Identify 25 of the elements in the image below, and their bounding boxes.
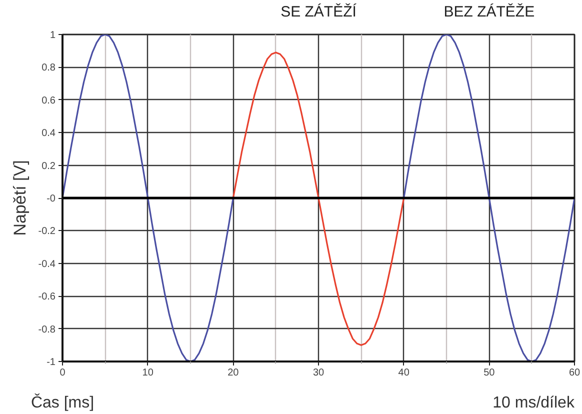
x-tick-label: 40 — [398, 368, 410, 378]
y-tick-label: -0 — [46, 194, 56, 204]
x-axis-title: Čas [ms] — [30, 394, 94, 412]
series-label: BEZ ZÁTĚŽE — [444, 2, 535, 20]
text: SE ZÁTĚŽÍ — [280, 2, 358, 20]
x-tick-label: 20 — [228, 368, 240, 378]
y-axis-title: Napětí [V] — [10, 160, 30, 236]
y-tick-label: 1 — [50, 30, 56, 41]
y-tick-label: 0.6 — [42, 95, 56, 106]
x-tick-label: 50 — [484, 368, 496, 378]
y-tick-label: 0.8 — [42, 62, 56, 74]
y-tick-label: 0.2 — [42, 160, 56, 172]
y-tick-label: -0.6 — [38, 292, 56, 303]
y-tick-label: -1 — [46, 357, 56, 368]
y-tick-label: 0.4 — [42, 128, 56, 140]
x-tick-label: 60 — [568, 368, 580, 378]
y-tick-label: -0.2 — [38, 226, 56, 238]
text: 10 ms/dílek — [492, 394, 576, 412]
y-tick-label: -0.8 — [38, 324, 56, 336]
x-tick-label: 30 — [312, 368, 324, 378]
y-tick-label: -0.4 — [38, 258, 56, 270]
line-series — [232, 52, 405, 346]
x-tick-label: 10 — [142, 368, 154, 378]
x-tick-label: 0 — [60, 368, 66, 378]
line-series — [403, 34, 574, 362]
